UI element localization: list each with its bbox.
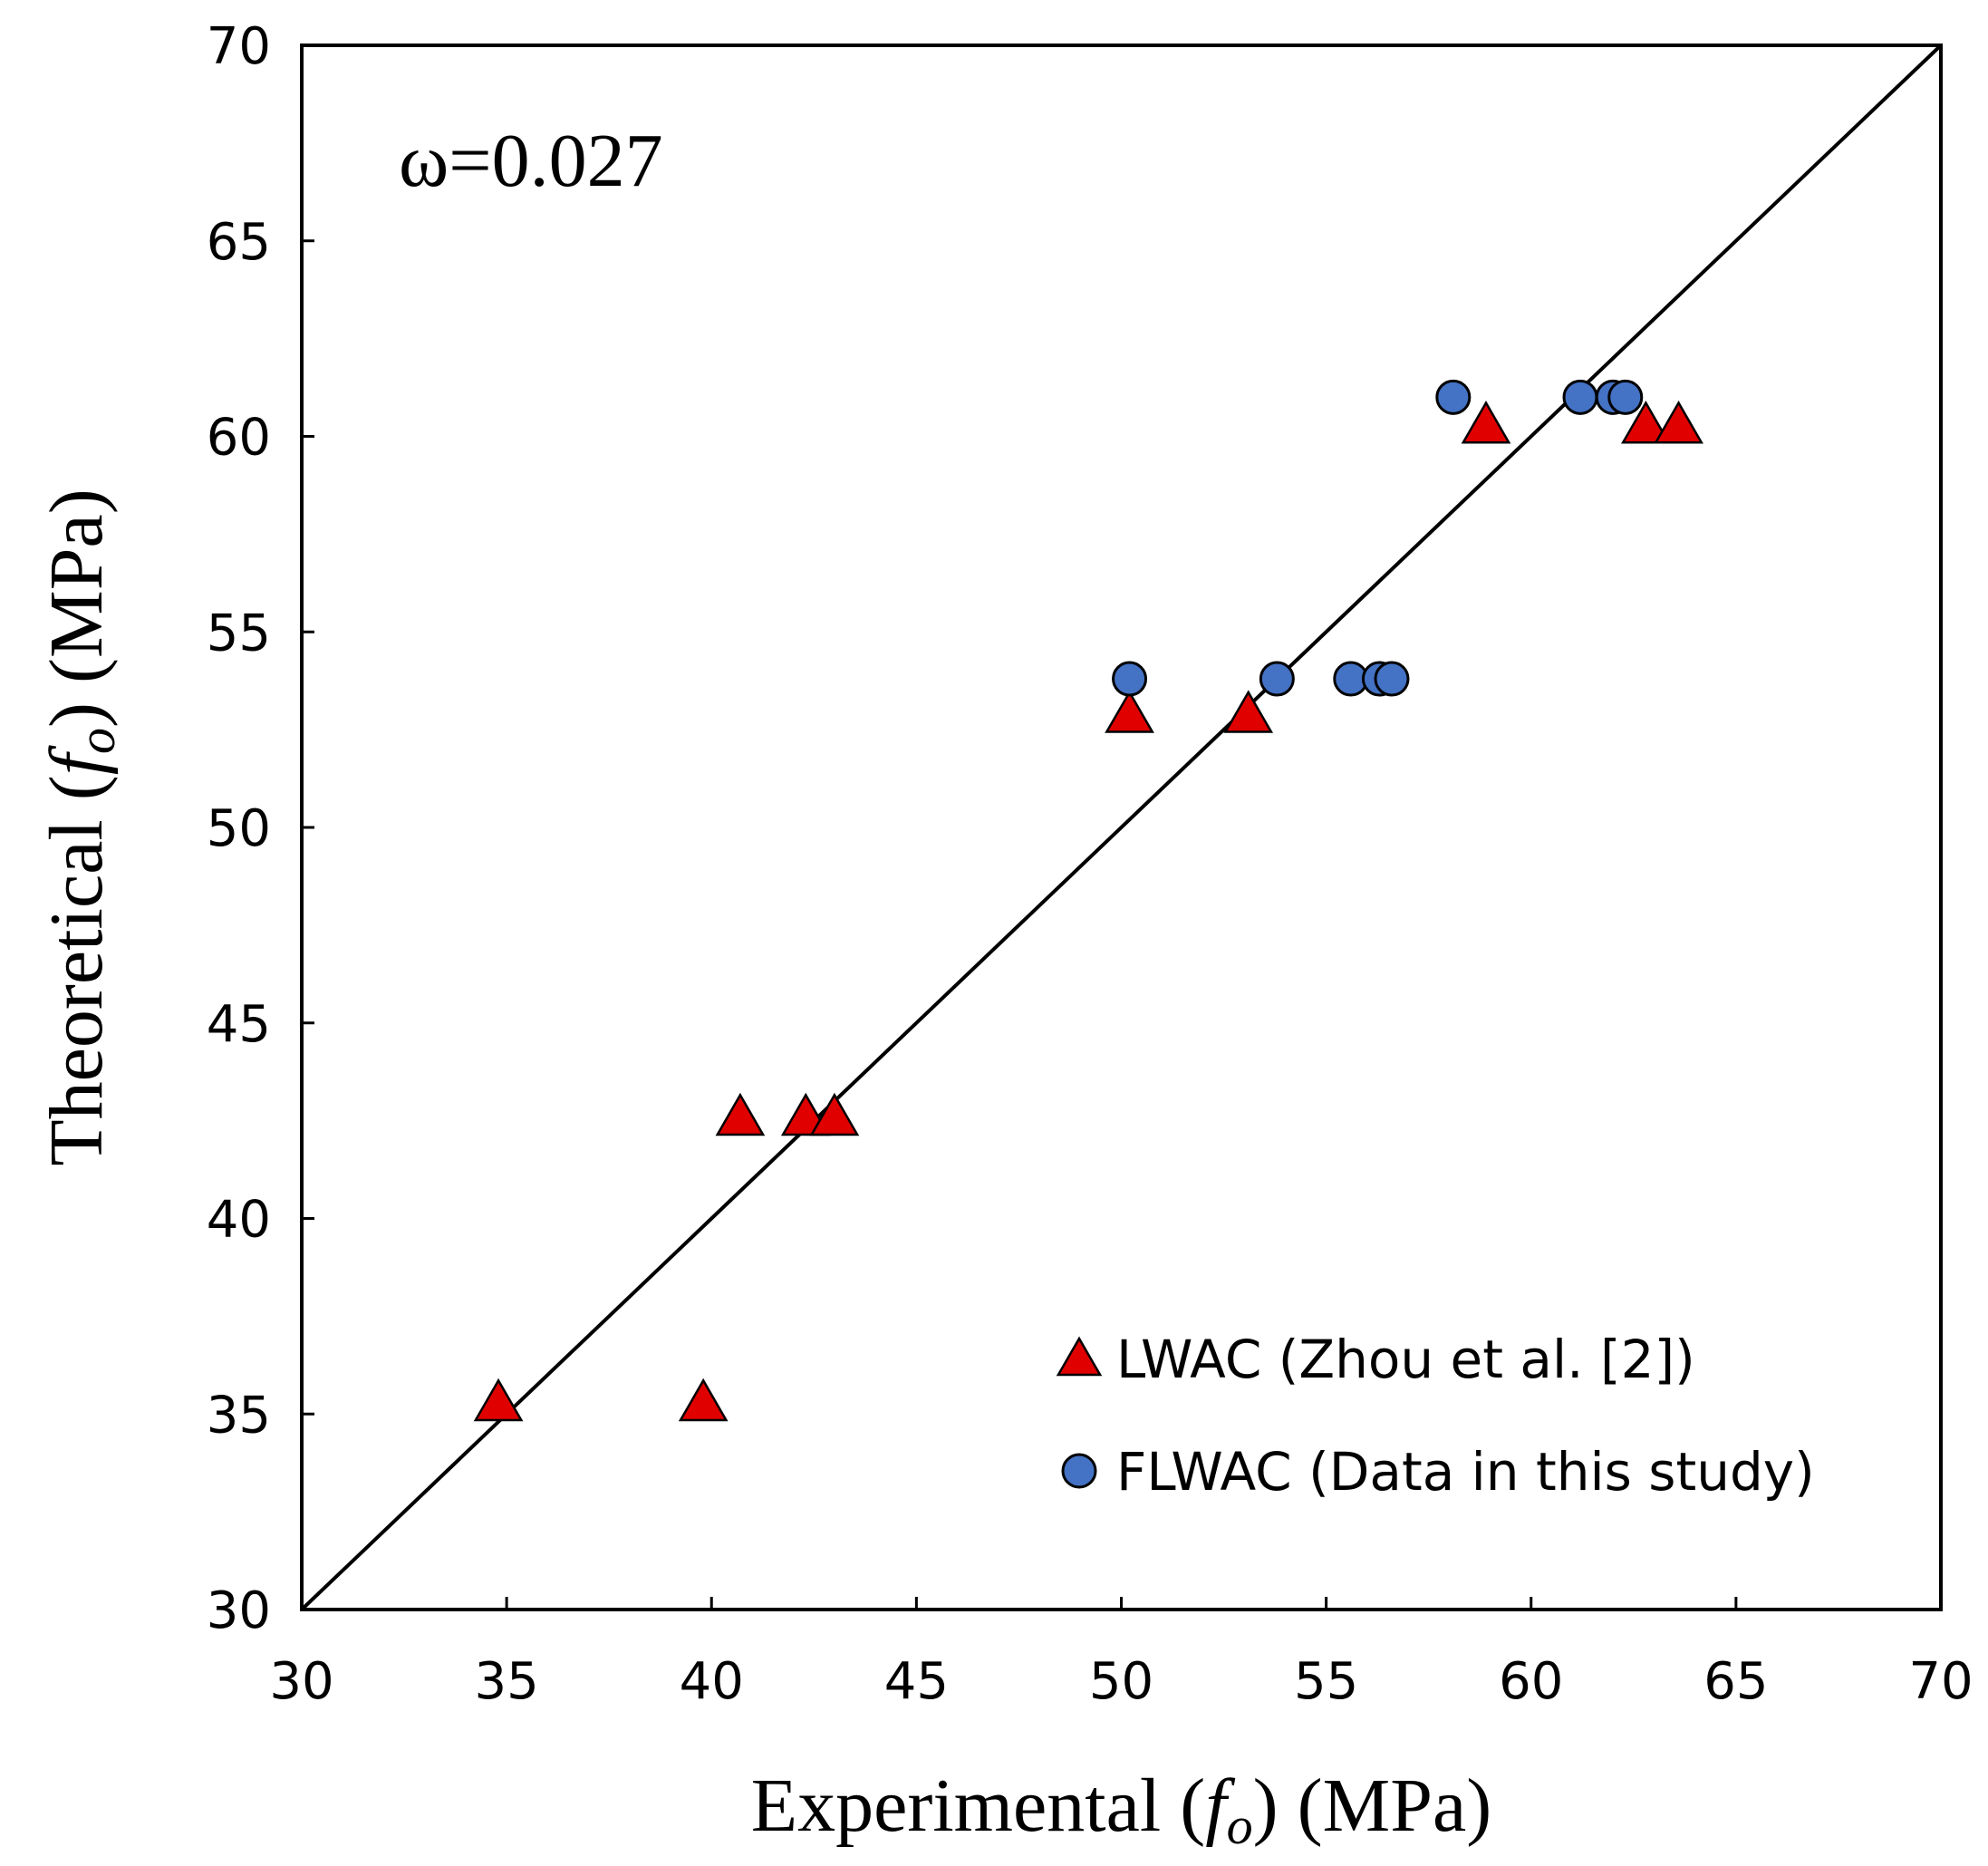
y-tick-label: 50 xyxy=(207,799,271,858)
y-axis-title-suffix: ) (MPa) xyxy=(34,488,119,728)
flwac-point xyxy=(1112,661,1148,697)
lwac-point xyxy=(1654,401,1703,444)
y-axis-title-prefix: Theoretical ( xyxy=(34,775,119,1165)
x-tick-label: 60 xyxy=(1499,1652,1563,1711)
x-tick-label: 40 xyxy=(680,1652,744,1711)
y-tick-label: 65 xyxy=(207,213,271,272)
y-tick-label: 70 xyxy=(207,17,271,76)
y-tick-label: 45 xyxy=(207,995,271,1054)
y-tick-label: 55 xyxy=(207,604,271,662)
omega-annotation: ω=0.027 xyxy=(399,119,663,203)
y-tick-label: 60 xyxy=(207,409,271,468)
lwac-point xyxy=(1105,690,1154,733)
legend-marker-lwac xyxy=(1056,1336,1103,1377)
lwac-point xyxy=(809,1092,860,1136)
lwac-point xyxy=(473,1378,524,1422)
x-axis-title-prefix: Experimental ( xyxy=(751,1764,1205,1848)
flwac-point xyxy=(1435,379,1472,415)
x-tick-label: 35 xyxy=(474,1652,538,1711)
lwac-point xyxy=(1223,690,1274,733)
x-axis-title-subscript: o xyxy=(1227,1796,1253,1855)
x-tick-label: 65 xyxy=(1703,1652,1768,1711)
y-axis-title-subscript: o xyxy=(67,728,126,754)
y-tick-label: 40 xyxy=(207,1191,271,1250)
legend-label-flwac: FLWAC (Data in this study) xyxy=(1116,1441,1815,1503)
x-tick-label: 70 xyxy=(1908,1652,1973,1711)
x-axis-title-suffix: ) (MPa) xyxy=(1253,1764,1492,1848)
lwac-point xyxy=(715,1092,766,1136)
axis-ticks: 30 35 40 45 50 55 60 65 70 30 35 40 45 50 55 60 65 70 xyxy=(207,17,1974,1711)
y-tick-label: 35 xyxy=(207,1386,271,1445)
legend: LWAC (Zhou et al. [2]) FLWAC (Data in th… xyxy=(1056,1329,1815,1503)
reference-line-layer xyxy=(300,44,1943,1611)
x-tick-label: 45 xyxy=(884,1652,949,1711)
x-tick-label: 30 xyxy=(269,1652,333,1711)
flwac-point xyxy=(1259,661,1295,697)
legend-marker-flwac xyxy=(1061,1453,1097,1489)
x-tick-label: 50 xyxy=(1089,1652,1153,1711)
x-tick-label: 55 xyxy=(1294,1652,1358,1711)
y-axis-title: Theoretical (fo) (MPa) xyxy=(34,488,126,1165)
y-tick-label: 30 xyxy=(207,1581,271,1640)
x-axis-title: Experimental (fo) (MPa) xyxy=(751,1764,1491,1855)
lwac-point xyxy=(678,1378,729,1422)
flwac-point xyxy=(1607,379,1644,415)
flwac-point xyxy=(1374,661,1410,697)
plot-frame xyxy=(300,44,1943,1611)
legend-label-lwac: LWAC (Zhou et al. [2]) xyxy=(1116,1329,1695,1390)
reference-line-y-equals-x xyxy=(300,44,1943,1611)
data-points xyxy=(473,379,1703,1422)
lwac-point xyxy=(1621,401,1671,444)
flwac-point xyxy=(1562,379,1598,415)
lwac-point xyxy=(1461,401,1511,444)
